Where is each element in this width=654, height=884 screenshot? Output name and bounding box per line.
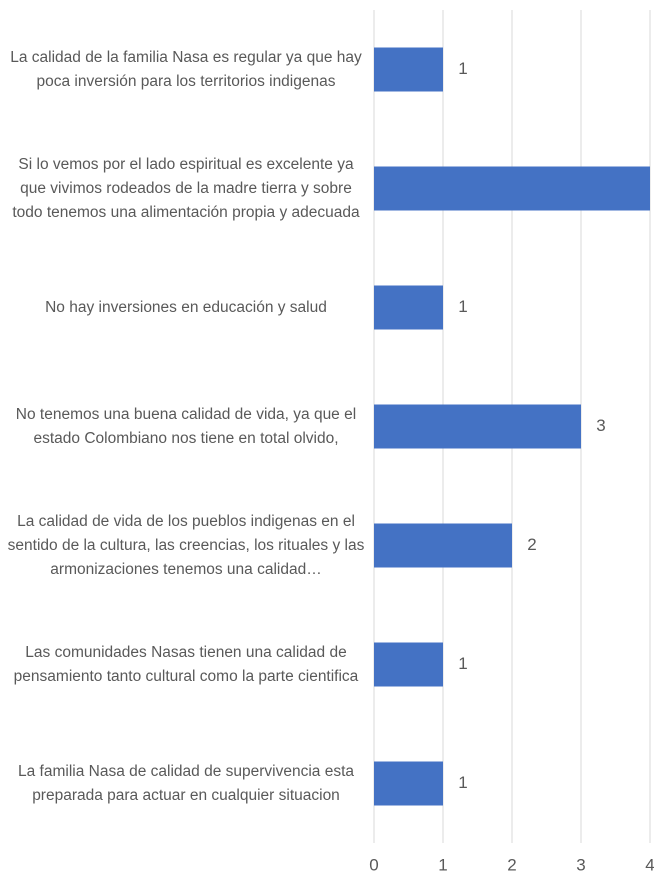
y-tick-label: La calidad de la familia Nasa es regular… — [10, 48, 362, 90]
y-tick-label: Si lo vemos por el lado espiritual es ex… — [12, 155, 360, 221]
x-tick-label: 4 — [645, 855, 654, 874]
value-label: 1 — [458, 654, 467, 673]
bar — [374, 404, 581, 449]
value-label: 1 — [458, 297, 467, 316]
y-tick-label: No hay inversiones en educación y salud — [45, 298, 327, 316]
y-tick-label: La calidad de vida de los pueblos indige… — [7, 512, 365, 578]
value-label: 3 — [596, 416, 605, 435]
bar — [374, 285, 443, 330]
x-tick-label: 3 — [576, 855, 585, 874]
x-tick-label: 1 — [438, 855, 447, 874]
value-label: 2 — [527, 535, 536, 554]
y-tick-label: Las comunidades Nasas tienen una calidad… — [13, 643, 359, 685]
bar — [374, 523, 512, 568]
x-tick-label: 2 — [507, 855, 516, 874]
x-tick-label: 0 — [369, 855, 378, 874]
bar — [374, 642, 443, 687]
bar — [374, 166, 650, 211]
bar — [374, 761, 443, 806]
y-tick-label: La familia Nasa de calidad de superviven… — [17, 762, 355, 804]
value-label: 1 — [458, 773, 467, 792]
value-label: 1 — [458, 59, 467, 78]
bar — [374, 47, 443, 92]
y-tick-label: No tenemos una buena calidad de vida, ya… — [15, 405, 357, 447]
